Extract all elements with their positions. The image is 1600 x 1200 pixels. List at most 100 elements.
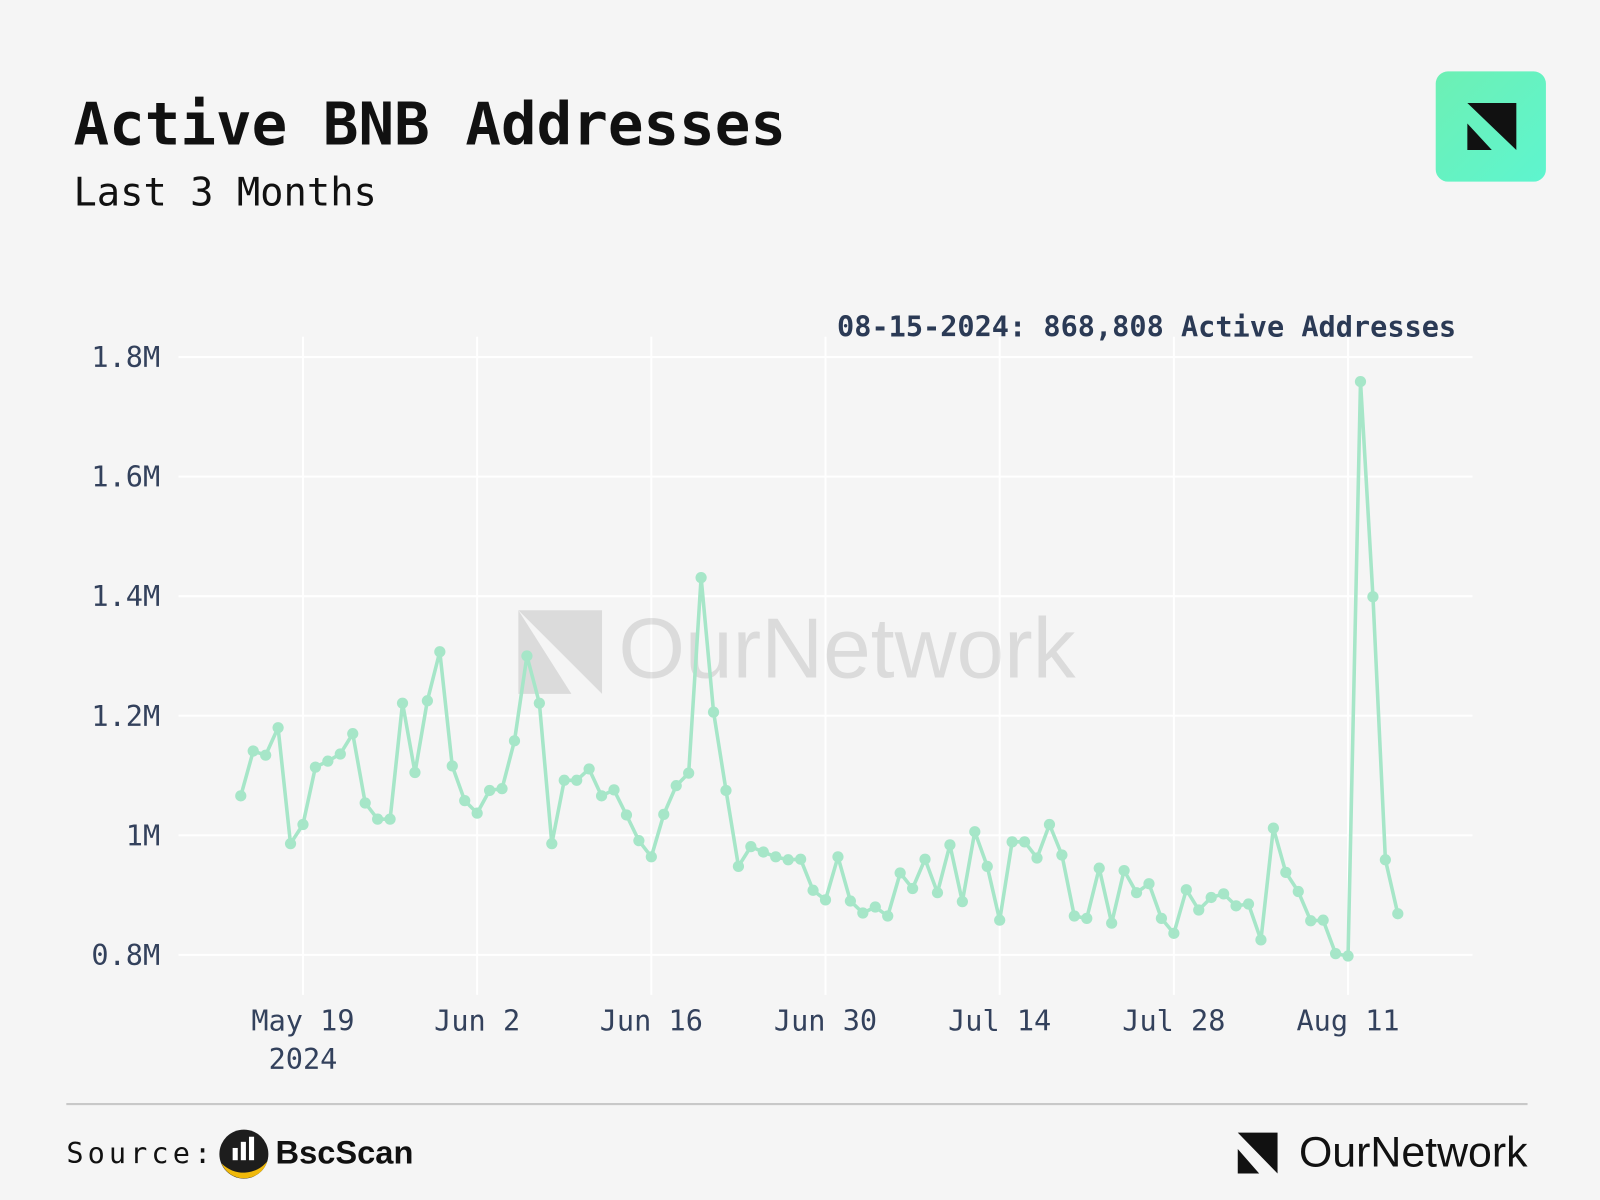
- data-point: [1379, 854, 1391, 866]
- data-point: [683, 767, 695, 779]
- data-point: [1193, 904, 1205, 916]
- y-tick-label: 1.8M: [91, 340, 160, 374]
- data-point: [446, 760, 458, 772]
- data-point: [434, 646, 446, 658]
- data-point: [272, 722, 284, 734]
- data-point: [732, 860, 745, 872]
- y-tick-label: 1M: [126, 818, 160, 852]
- data-point: [1267, 822, 1280, 834]
- data-point: [359, 797, 371, 809]
- data-point: [1392, 908, 1404, 920]
- data-point: [645, 851, 657, 863]
- data-point: [1068, 910, 1080, 922]
- data-point: [1155, 912, 1168, 924]
- watermark-text: OurNetwork: [618, 601, 1075, 697]
- data-point: [1093, 862, 1105, 874]
- data-point: [670, 780, 682, 792]
- data-point: [297, 818, 309, 831]
- data-point: [658, 808, 670, 820]
- data-point: [1006, 836, 1018, 848]
- data-point: [1106, 917, 1118, 929]
- data-point: [409, 766, 421, 779]
- y-tick-label: 0.8M: [91, 938, 160, 972]
- data-point: [906, 882, 919, 895]
- data-point: [309, 761, 322, 773]
- annotation: 08-15-2024: 868,808 Active Addresses: [837, 310, 1456, 344]
- data-point: [459, 795, 471, 807]
- plot: 0.8M 1M 1.2M 1.4M 1.6M 1.8M May 19 2024 Jun 2 Jun…: [91, 340, 1404, 1076]
- data-point: [1118, 864, 1130, 877]
- data-point: [396, 697, 409, 709]
- data-point: [1242, 898, 1255, 910]
- data-point: [1081, 912, 1093, 924]
- bscscan-bar: [240, 1141, 246, 1161]
- data-point: [1255, 934, 1267, 946]
- data-point: [981, 860, 993, 872]
- data-point: [347, 728, 359, 740]
- bscscan-bar: [248, 1136, 255, 1161]
- data-point: [720, 784, 732, 797]
- data-point: [1031, 852, 1043, 864]
- data-point: [894, 867, 906, 879]
- series-line: [239, 379, 1400, 958]
- bscscan-arc: [221, 1161, 268, 1179]
- data-point: [471, 807, 483, 819]
- y-tick-label: 1.6M: [91, 460, 160, 494]
- data-point: [994, 914, 1006, 926]
- data-point: [1305, 915, 1317, 927]
- source-label: Source:: [66, 1136, 215, 1170]
- x-tick-label: May 19: [251, 1003, 354, 1037]
- data-point: [1280, 866, 1292, 878]
- data-point: [1230, 900, 1242, 912]
- data-point: [931, 887, 944, 899]
- data-point: [807, 884, 819, 896]
- x-tick-label: Jun 16: [600, 1003, 703, 1037]
- data-point: [322, 755, 334, 767]
- data-point: [795, 853, 807, 865]
- logo-box: [1435, 71, 1546, 182]
- data-point: [819, 894, 832, 906]
- y-tick-label: 1.2M: [91, 699, 160, 733]
- logo: [1435, 71, 1546, 182]
- source-name: BscScan: [276, 1134, 414, 1171]
- data-point: [571, 774, 583, 786]
- data-point: [608, 784, 620, 796]
- data-point: [284, 838, 297, 850]
- data-point: [372, 813, 384, 825]
- data-point: [857, 907, 869, 919]
- data-point: [844, 895, 857, 907]
- data-point: [558, 774, 570, 786]
- data-point: [384, 813, 396, 825]
- data-point: [1018, 836, 1031, 848]
- data-point: [334, 748, 346, 760]
- data-point: [1143, 878, 1155, 890]
- data-point: [508, 735, 521, 747]
- data-point: [1180, 884, 1192, 896]
- brand-icon: [1237, 1132, 1278, 1174]
- bscscan-logo: [219, 1129, 269, 1179]
- data-point: [919, 853, 931, 865]
- data-point: [235, 790, 247, 802]
- data-point: [969, 826, 981, 838]
- data-point: [869, 901, 881, 913]
- x-tick-label: Jun 2: [434, 1003, 520, 1037]
- brand-name: OurNetwork: [1299, 1128, 1528, 1176]
- data-point: [483, 784, 496, 797]
- data-point: [695, 572, 707, 584]
- data-point: [1367, 591, 1379, 603]
- grid: [178, 336, 1473, 995]
- data-point: [620, 809, 633, 821]
- data-point: [956, 896, 968, 908]
- data-point: [832, 851, 844, 863]
- data-point: [1329, 948, 1342, 960]
- data-point: [882, 910, 894, 922]
- chart-title: Active BNB Addresses: [73, 90, 785, 159]
- data-point: [583, 763, 595, 775]
- data-point: [770, 851, 782, 863]
- data-point: [1218, 888, 1230, 900]
- data-point: [1205, 891, 1217, 904]
- data-point: [1043, 818, 1056, 831]
- data-point: [421, 695, 434, 707]
- data-point: [521, 650, 533, 662]
